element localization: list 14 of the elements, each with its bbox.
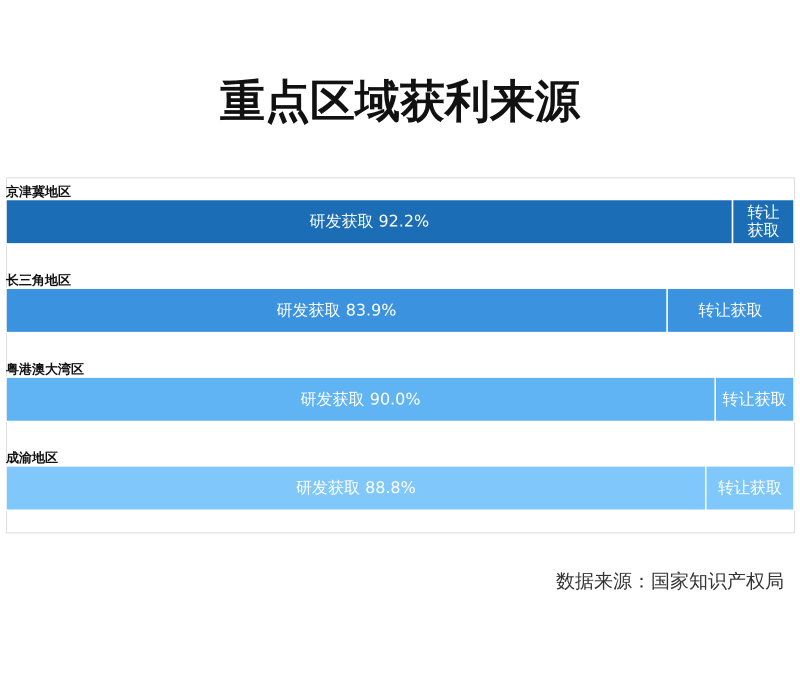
y-tick-label: 粤港澳大湾区 [4, 361, 84, 378]
data-label: 研发获取 92.2% [309, 212, 430, 231]
y-tick-label: 京津冀地区 [4, 184, 71, 200]
y-tick-label: 成渝地区 [4, 451, 58, 466]
data-label: 研发获取 88.8% [296, 478, 416, 498]
data-label: 研发获取 83.9% [276, 300, 396, 320]
data-label: 转让获取 [698, 300, 763, 320]
data-label: 转让获取 [747, 202, 780, 240]
data-label: 研发获取 90.0% [300, 389, 420, 408]
chart-title: 重点区域获利来源 [220, 74, 581, 128]
source-note: 数据来源：国家知识产权局 [556, 570, 784, 592]
data-label: 转让获取 [718, 478, 782, 498]
data-label: 转让获取 [722, 389, 787, 408]
y-tick-label: 长三角地区 [4, 274, 71, 289]
